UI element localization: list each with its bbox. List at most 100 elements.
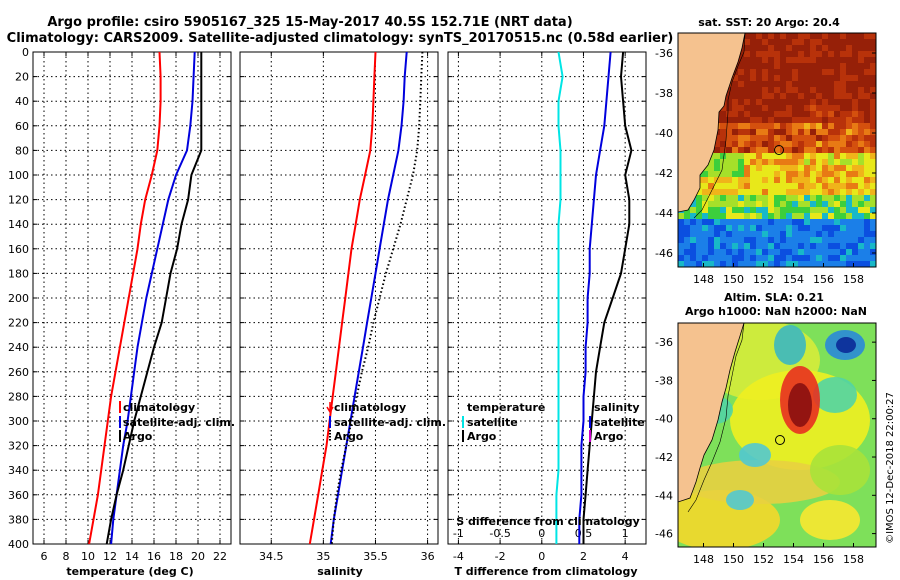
sst-cell <box>768 249 774 255</box>
sst-cell <box>696 237 702 243</box>
sst-cell <box>792 75 798 81</box>
sst-cell <box>726 237 732 243</box>
sst-map-ticks: -36 -38 -40 -42 -44 -46 148 150 152 154 156 158 <box>655 47 876 286</box>
sst-cell <box>720 141 726 147</box>
sst-cell <box>786 57 792 63</box>
x-tick-label: 10 <box>81 550 95 563</box>
sst-cell <box>768 105 774 111</box>
sst-cell <box>720 171 726 177</box>
sst-cell <box>732 213 738 219</box>
sst-cell <box>792 201 798 207</box>
sst-cell <box>798 147 804 153</box>
sst-cell <box>870 201 876 207</box>
sst-cell <box>792 87 798 93</box>
x2-tick-label: 0 <box>538 527 545 540</box>
sst-cell <box>726 177 732 183</box>
sst-cell <box>834 219 840 225</box>
map-lon-label: 150 <box>723 553 744 566</box>
sst-cell <box>792 213 798 219</box>
sst-cell <box>858 243 864 249</box>
sst-cell <box>726 153 732 159</box>
map-lon-label: 154 <box>783 273 804 286</box>
sst-cell <box>798 111 804 117</box>
map-lon-label: 152 <box>753 273 774 286</box>
sst-cell <box>864 195 870 201</box>
sst-cell <box>858 81 864 87</box>
sst-cell <box>810 81 816 87</box>
sst-cell <box>720 177 726 183</box>
sst-cell <box>858 63 864 69</box>
sst-cell <box>870 105 876 111</box>
sst-cell <box>750 99 756 105</box>
sst-cell <box>846 237 852 243</box>
sst-cell <box>828 141 834 147</box>
sst-cell <box>804 123 810 129</box>
sst-cell <box>786 111 792 117</box>
map-lat-label: -38 <box>655 87 673 100</box>
sst-cell <box>810 213 816 219</box>
sla-blob <box>836 337 856 353</box>
sst-cell <box>768 129 774 135</box>
sst-cell <box>792 165 798 171</box>
sst-cell <box>726 261 732 267</box>
sst-cell <box>726 231 732 237</box>
sst-cell <box>870 57 876 63</box>
sst-cell <box>864 249 870 255</box>
sst-cell <box>822 237 828 243</box>
sst-cell <box>828 81 834 87</box>
sst-cell <box>810 129 816 135</box>
sst-cell <box>804 111 810 117</box>
sst-cell <box>738 171 744 177</box>
sst-cell <box>834 39 840 45</box>
sst-cell <box>780 237 786 243</box>
sst-cell <box>780 189 786 195</box>
sst-cell <box>708 183 714 189</box>
sst-cell <box>744 165 750 171</box>
sst-cell <box>720 243 726 249</box>
sst-cell <box>816 111 822 117</box>
sst-cell <box>780 51 786 57</box>
sst-cell <box>828 237 834 243</box>
sst-cell <box>774 141 780 147</box>
sst-cell <box>840 93 846 99</box>
sst-cell <box>696 201 702 207</box>
sst-cell <box>804 219 810 225</box>
sst-cell <box>870 219 876 225</box>
sst-cell <box>810 183 816 189</box>
sst-cell <box>774 45 780 51</box>
sst-cell <box>864 243 870 249</box>
sst-cell <box>726 195 732 201</box>
y-tick-label: 360 <box>8 489 29 502</box>
sst-cell <box>774 183 780 189</box>
sst-cell <box>780 93 786 99</box>
sst-cell <box>822 147 828 153</box>
sst-cell <box>792 243 798 249</box>
sst-cell <box>690 219 696 225</box>
sst-cell <box>804 129 810 135</box>
sst-cell <box>816 87 822 93</box>
y-tick-label: 300 <box>8 415 29 428</box>
sst-cell <box>780 183 786 189</box>
sst-cell <box>852 243 858 249</box>
sst-cell <box>744 51 750 57</box>
sla-blob <box>678 490 780 547</box>
x2-tick-label: -1 <box>453 527 464 540</box>
sst-cell <box>714 255 720 261</box>
sst-cell <box>816 159 822 165</box>
map-lon-label: 154 <box>783 553 804 566</box>
sst-cell <box>834 123 840 129</box>
sst-cell <box>786 237 792 243</box>
sst-cell <box>738 249 744 255</box>
sst-cell <box>852 201 858 207</box>
sst-cell <box>810 75 816 81</box>
map-lat-label: -42 <box>655 167 673 180</box>
sst-cell <box>798 249 804 255</box>
sst-cell <box>846 177 852 183</box>
sst-cell <box>786 225 792 231</box>
sst-cell <box>846 111 852 117</box>
sst-cell <box>744 93 750 99</box>
y-tick-label: 380 <box>8 513 29 526</box>
y-tick-label: 180 <box>8 267 29 280</box>
map-lat-label: -36 <box>655 47 673 60</box>
